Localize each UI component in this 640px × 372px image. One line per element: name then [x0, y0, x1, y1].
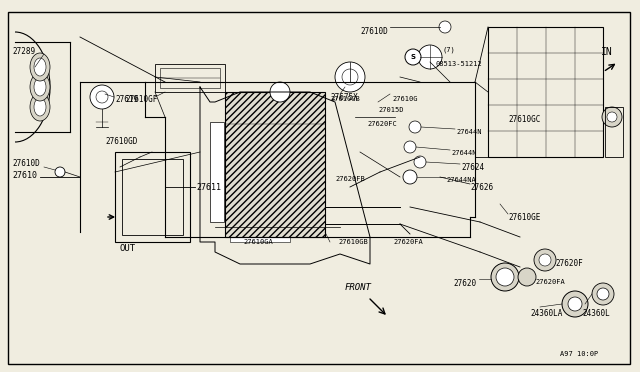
Ellipse shape — [34, 78, 46, 96]
Circle shape — [251, 183, 279, 211]
Circle shape — [403, 170, 417, 184]
Text: 27626: 27626 — [470, 183, 493, 192]
Text: 27611: 27611 — [196, 183, 221, 192]
Text: A97 10:0P: A97 10:0P — [560, 351, 598, 357]
Circle shape — [491, 263, 519, 291]
Text: 27015D: 27015D — [378, 107, 403, 113]
Circle shape — [607, 112, 617, 122]
Circle shape — [96, 91, 108, 103]
Text: 27289: 27289 — [12, 48, 35, 57]
Text: S: S — [410, 54, 415, 60]
Circle shape — [90, 85, 114, 109]
Circle shape — [539, 254, 551, 266]
Circle shape — [335, 62, 365, 92]
Text: 27610GF: 27610GF — [125, 96, 157, 105]
Bar — [160, 68, 220, 88]
Text: 27620FC: 27620FC — [367, 121, 397, 127]
Text: 27610D: 27610D — [12, 160, 40, 169]
Text: 27644NA: 27644NA — [446, 177, 476, 183]
Circle shape — [496, 268, 514, 286]
Bar — [155, 64, 225, 92]
Text: 27610: 27610 — [12, 171, 37, 180]
Circle shape — [534, 249, 556, 271]
Text: 24360L: 24360L — [582, 310, 610, 318]
Circle shape — [257, 189, 273, 205]
Circle shape — [226, 183, 254, 211]
Text: 27620FA: 27620FA — [535, 279, 564, 285]
Circle shape — [568, 297, 582, 311]
Ellipse shape — [34, 98, 46, 116]
Text: 27610GB: 27610GB — [330, 96, 360, 102]
Text: 27620FA: 27620FA — [393, 239, 423, 245]
Text: 27610GB: 27610GB — [338, 239, 368, 245]
Text: 27620: 27620 — [453, 279, 476, 289]
Circle shape — [276, 183, 304, 211]
Text: 27610D: 27610D — [360, 28, 388, 36]
Bar — [122, 159, 183, 235]
Text: 27619: 27619 — [115, 96, 138, 105]
Ellipse shape — [30, 93, 50, 121]
Bar — [230, 227, 290, 242]
Circle shape — [405, 49, 421, 65]
Text: FRONT: FRONT — [344, 283, 371, 292]
Bar — [210, 122, 224, 222]
Text: 27610GE: 27610GE — [508, 212, 540, 221]
Circle shape — [562, 291, 588, 317]
Bar — [488, 27, 603, 157]
Ellipse shape — [30, 53, 50, 81]
Text: 08513-51212: 08513-51212 — [435, 61, 482, 67]
Ellipse shape — [30, 73, 50, 101]
Text: 27675X: 27675X — [330, 93, 358, 102]
Bar — [225, 107, 325, 137]
Bar — [115, 152, 190, 242]
Circle shape — [232, 189, 248, 205]
Circle shape — [414, 156, 426, 168]
Text: 27644N: 27644N — [451, 150, 477, 156]
Circle shape — [439, 21, 451, 33]
Text: 24360LA: 24360LA — [530, 310, 563, 318]
Text: (7): (7) — [442, 47, 455, 53]
Text: 27610G: 27610G — [392, 96, 417, 102]
Circle shape — [418, 45, 442, 69]
Circle shape — [602, 107, 622, 127]
Text: 27644N: 27644N — [456, 129, 481, 135]
Bar — [605, 107, 623, 157]
Circle shape — [342, 69, 358, 85]
Text: OUT: OUT — [119, 244, 135, 253]
Text: 27620F: 27620F — [555, 260, 583, 269]
Circle shape — [409, 121, 421, 133]
Circle shape — [55, 167, 65, 177]
Circle shape — [518, 268, 536, 286]
Ellipse shape — [34, 58, 46, 76]
Text: 27610GC: 27610GC — [508, 115, 540, 125]
Circle shape — [270, 82, 290, 102]
Bar — [225, 92, 325, 237]
Text: 27620FB: 27620FB — [335, 176, 365, 182]
Circle shape — [597, 288, 609, 300]
Text: 27610GA: 27610GA — [243, 239, 273, 245]
Text: 27610GD: 27610GD — [105, 138, 138, 147]
Text: IN: IN — [601, 47, 613, 57]
Circle shape — [282, 189, 298, 205]
Text: 27624: 27624 — [461, 163, 484, 171]
Circle shape — [592, 283, 614, 305]
Circle shape — [404, 141, 416, 153]
